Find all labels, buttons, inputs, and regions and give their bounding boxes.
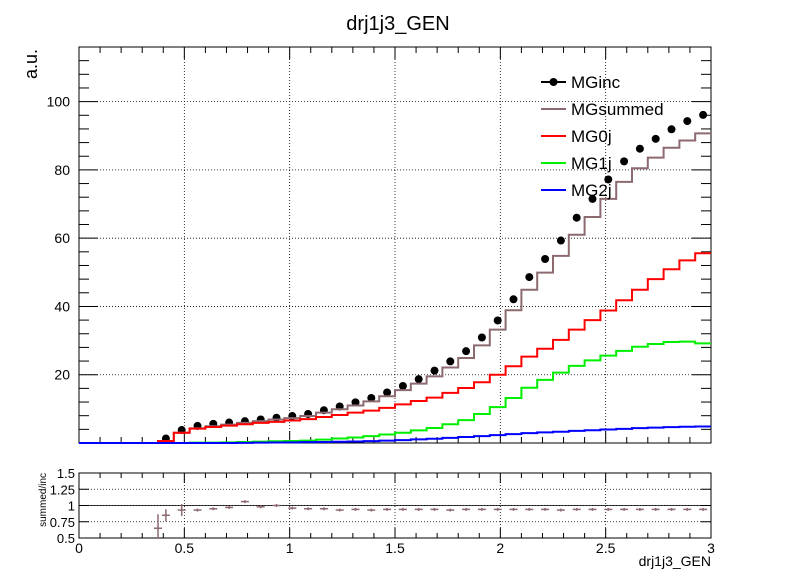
series-mginc-point	[572, 213, 581, 222]
series-mginc-point	[588, 194, 597, 203]
series-mginc-point	[620, 157, 629, 166]
ratio-x-tick-label: 0.5	[175, 540, 195, 556]
series-mginc-point	[430, 366, 439, 375]
ratio-x-tick-label: 2.5	[596, 540, 616, 556]
ratio-x-tick-label: 0	[75, 540, 83, 556]
ratio-x-tick-label: 3	[707, 540, 715, 556]
main-y-tick-label: 80	[54, 162, 70, 178]
main-y-tick-label: 40	[54, 298, 70, 314]
series-mginc-point	[446, 357, 455, 366]
series-mginc-point	[351, 398, 360, 407]
legend-label-mgsummed: MGsummed	[571, 100, 664, 119]
y-axis-label: a.u.	[21, 49, 41, 79]
main-grid	[79, 47, 711, 443]
main-series-group	[79, 110, 711, 444]
series-mginc-point	[493, 316, 502, 325]
legend: MGinc MGsummed MG0j MG1j MG2j	[541, 73, 664, 200]
series-mginc-point	[683, 117, 692, 126]
series-mginc-point	[667, 125, 676, 134]
legend-label-mginc: MGinc	[571, 73, 621, 92]
legend-label-mg2j: MG2j	[571, 181, 612, 200]
series-mginc-point	[699, 110, 708, 119]
series-mginc-point	[509, 295, 518, 304]
legend-marker-mginc	[549, 78, 558, 86]
series-mginc-point	[383, 388, 392, 397]
ratio-y-tick-label: 0.5	[57, 531, 75, 546]
series-mginc-point	[556, 236, 565, 245]
ratio-series-group	[154, 500, 708, 538]
series-mg0j-line	[79, 252, 711, 444]
series-mginc-point	[525, 273, 534, 282]
series-mginc-point	[367, 393, 376, 402]
series-mginc-point	[398, 381, 407, 390]
legend-label-mg0j: MG0j	[571, 127, 612, 146]
ratio-x-tick-label: 1.5	[385, 540, 405, 556]
ratio-y-tick-label: 1.5	[57, 466, 75, 481]
ratio-x-tick-label: 1	[286, 540, 294, 556]
main-y-tick-label: 20	[54, 367, 70, 383]
chart-title: drj1j3_GEN	[346, 13, 449, 35]
series-mginc-point	[541, 254, 550, 263]
series-mginc-point	[651, 134, 660, 143]
ratio-y-axis-label: summed/inc	[38, 473, 49, 527]
ratio-y-tick-label: 1.25	[50, 482, 75, 497]
x-axis-label: drj1j3_GEN	[639, 553, 711, 569]
legend-label-mg1j: MG1j	[571, 154, 612, 173]
ratio-y-tick-label: 0.75	[50, 515, 75, 530]
series-mginc-point	[414, 375, 423, 384]
main-y-tick-label: 60	[54, 230, 70, 246]
main-y-tick-label: 100	[47, 94, 71, 110]
series-mginc-point	[462, 347, 471, 356]
series-mginc-point	[604, 175, 613, 184]
series-mg2j-line	[79, 425, 711, 444]
ratio-y-tick-label: 1	[68, 499, 75, 514]
series-mginc-point	[635, 144, 644, 153]
series-mginc-point	[477, 333, 486, 342]
series-mginc-point	[272, 413, 281, 422]
ratio-x-tick-label: 2	[496, 540, 504, 556]
ratio-grid	[79, 473, 711, 538]
